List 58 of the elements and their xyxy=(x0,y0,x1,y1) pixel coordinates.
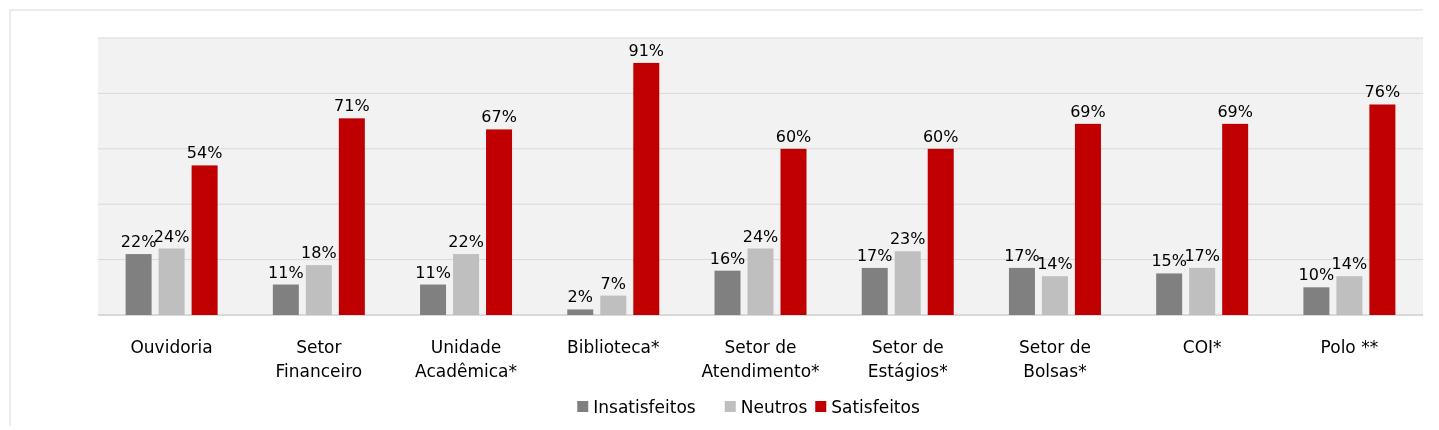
x-tick-label: COI* xyxy=(1182,337,1222,357)
x-tick-label: Setor de Bolsas* xyxy=(1018,337,1091,381)
data-label: 60% xyxy=(922,126,959,146)
bar xyxy=(1189,267,1216,315)
bar xyxy=(1222,123,1249,315)
data-label: 22% xyxy=(448,232,484,252)
legend-label: Neutros xyxy=(740,397,808,417)
bar xyxy=(486,129,513,315)
x-tick-label: Ouvidoria xyxy=(130,337,213,357)
data-label: 7% xyxy=(600,273,626,293)
bar xyxy=(338,118,365,315)
data-label: 24% xyxy=(742,226,779,246)
x-tick-label: Setor de Estágios* xyxy=(867,337,948,381)
data-label: 18% xyxy=(301,243,337,263)
data-label: 91% xyxy=(628,40,665,60)
data-label: 69% xyxy=(1070,101,1106,121)
bar xyxy=(305,265,332,315)
bar xyxy=(861,267,888,315)
bar xyxy=(567,309,594,315)
bar xyxy=(125,254,152,315)
data-label: 60% xyxy=(775,126,812,146)
data-label: 71% xyxy=(334,96,370,116)
bar xyxy=(453,254,480,315)
legend-label: Satisfeitos xyxy=(831,397,920,417)
bar xyxy=(1041,276,1068,315)
data-label: 11% xyxy=(415,262,451,282)
bar xyxy=(600,295,627,315)
x-tick-label: Polo ** xyxy=(1320,337,1379,357)
data-label: 16% xyxy=(709,248,746,268)
bar xyxy=(927,148,954,315)
data-label: 67% xyxy=(481,107,517,127)
x-tick-label: Biblioteca* xyxy=(567,337,660,357)
bar xyxy=(272,284,299,315)
data-label: 15% xyxy=(1151,251,1187,271)
data-label: 11% xyxy=(268,262,304,282)
bar xyxy=(191,165,218,315)
bar xyxy=(780,148,807,315)
bar xyxy=(633,62,660,315)
bar xyxy=(1303,287,1330,315)
legend-label: Insatisfeitos xyxy=(593,397,696,417)
bar xyxy=(714,270,741,315)
bar xyxy=(1074,123,1101,315)
data-label: 69% xyxy=(1217,101,1253,121)
bar xyxy=(1369,104,1396,315)
bar xyxy=(747,248,774,315)
data-label: 17% xyxy=(1004,245,1040,265)
bar xyxy=(894,251,921,315)
x-tick-label: Setor de Atendimento* xyxy=(701,337,820,381)
bar xyxy=(1008,267,1035,315)
data-label: 2% xyxy=(567,287,593,307)
bar xyxy=(1156,273,1183,315)
bar xyxy=(158,248,185,315)
bar xyxy=(1336,276,1363,315)
x-tick-label: Setor Financeiro xyxy=(275,337,363,381)
bar xyxy=(420,284,447,315)
data-label: 76% xyxy=(1364,82,1401,102)
data-label: 54% xyxy=(186,143,223,163)
x-tick-label: Unidade Acadêmica* xyxy=(415,337,518,381)
